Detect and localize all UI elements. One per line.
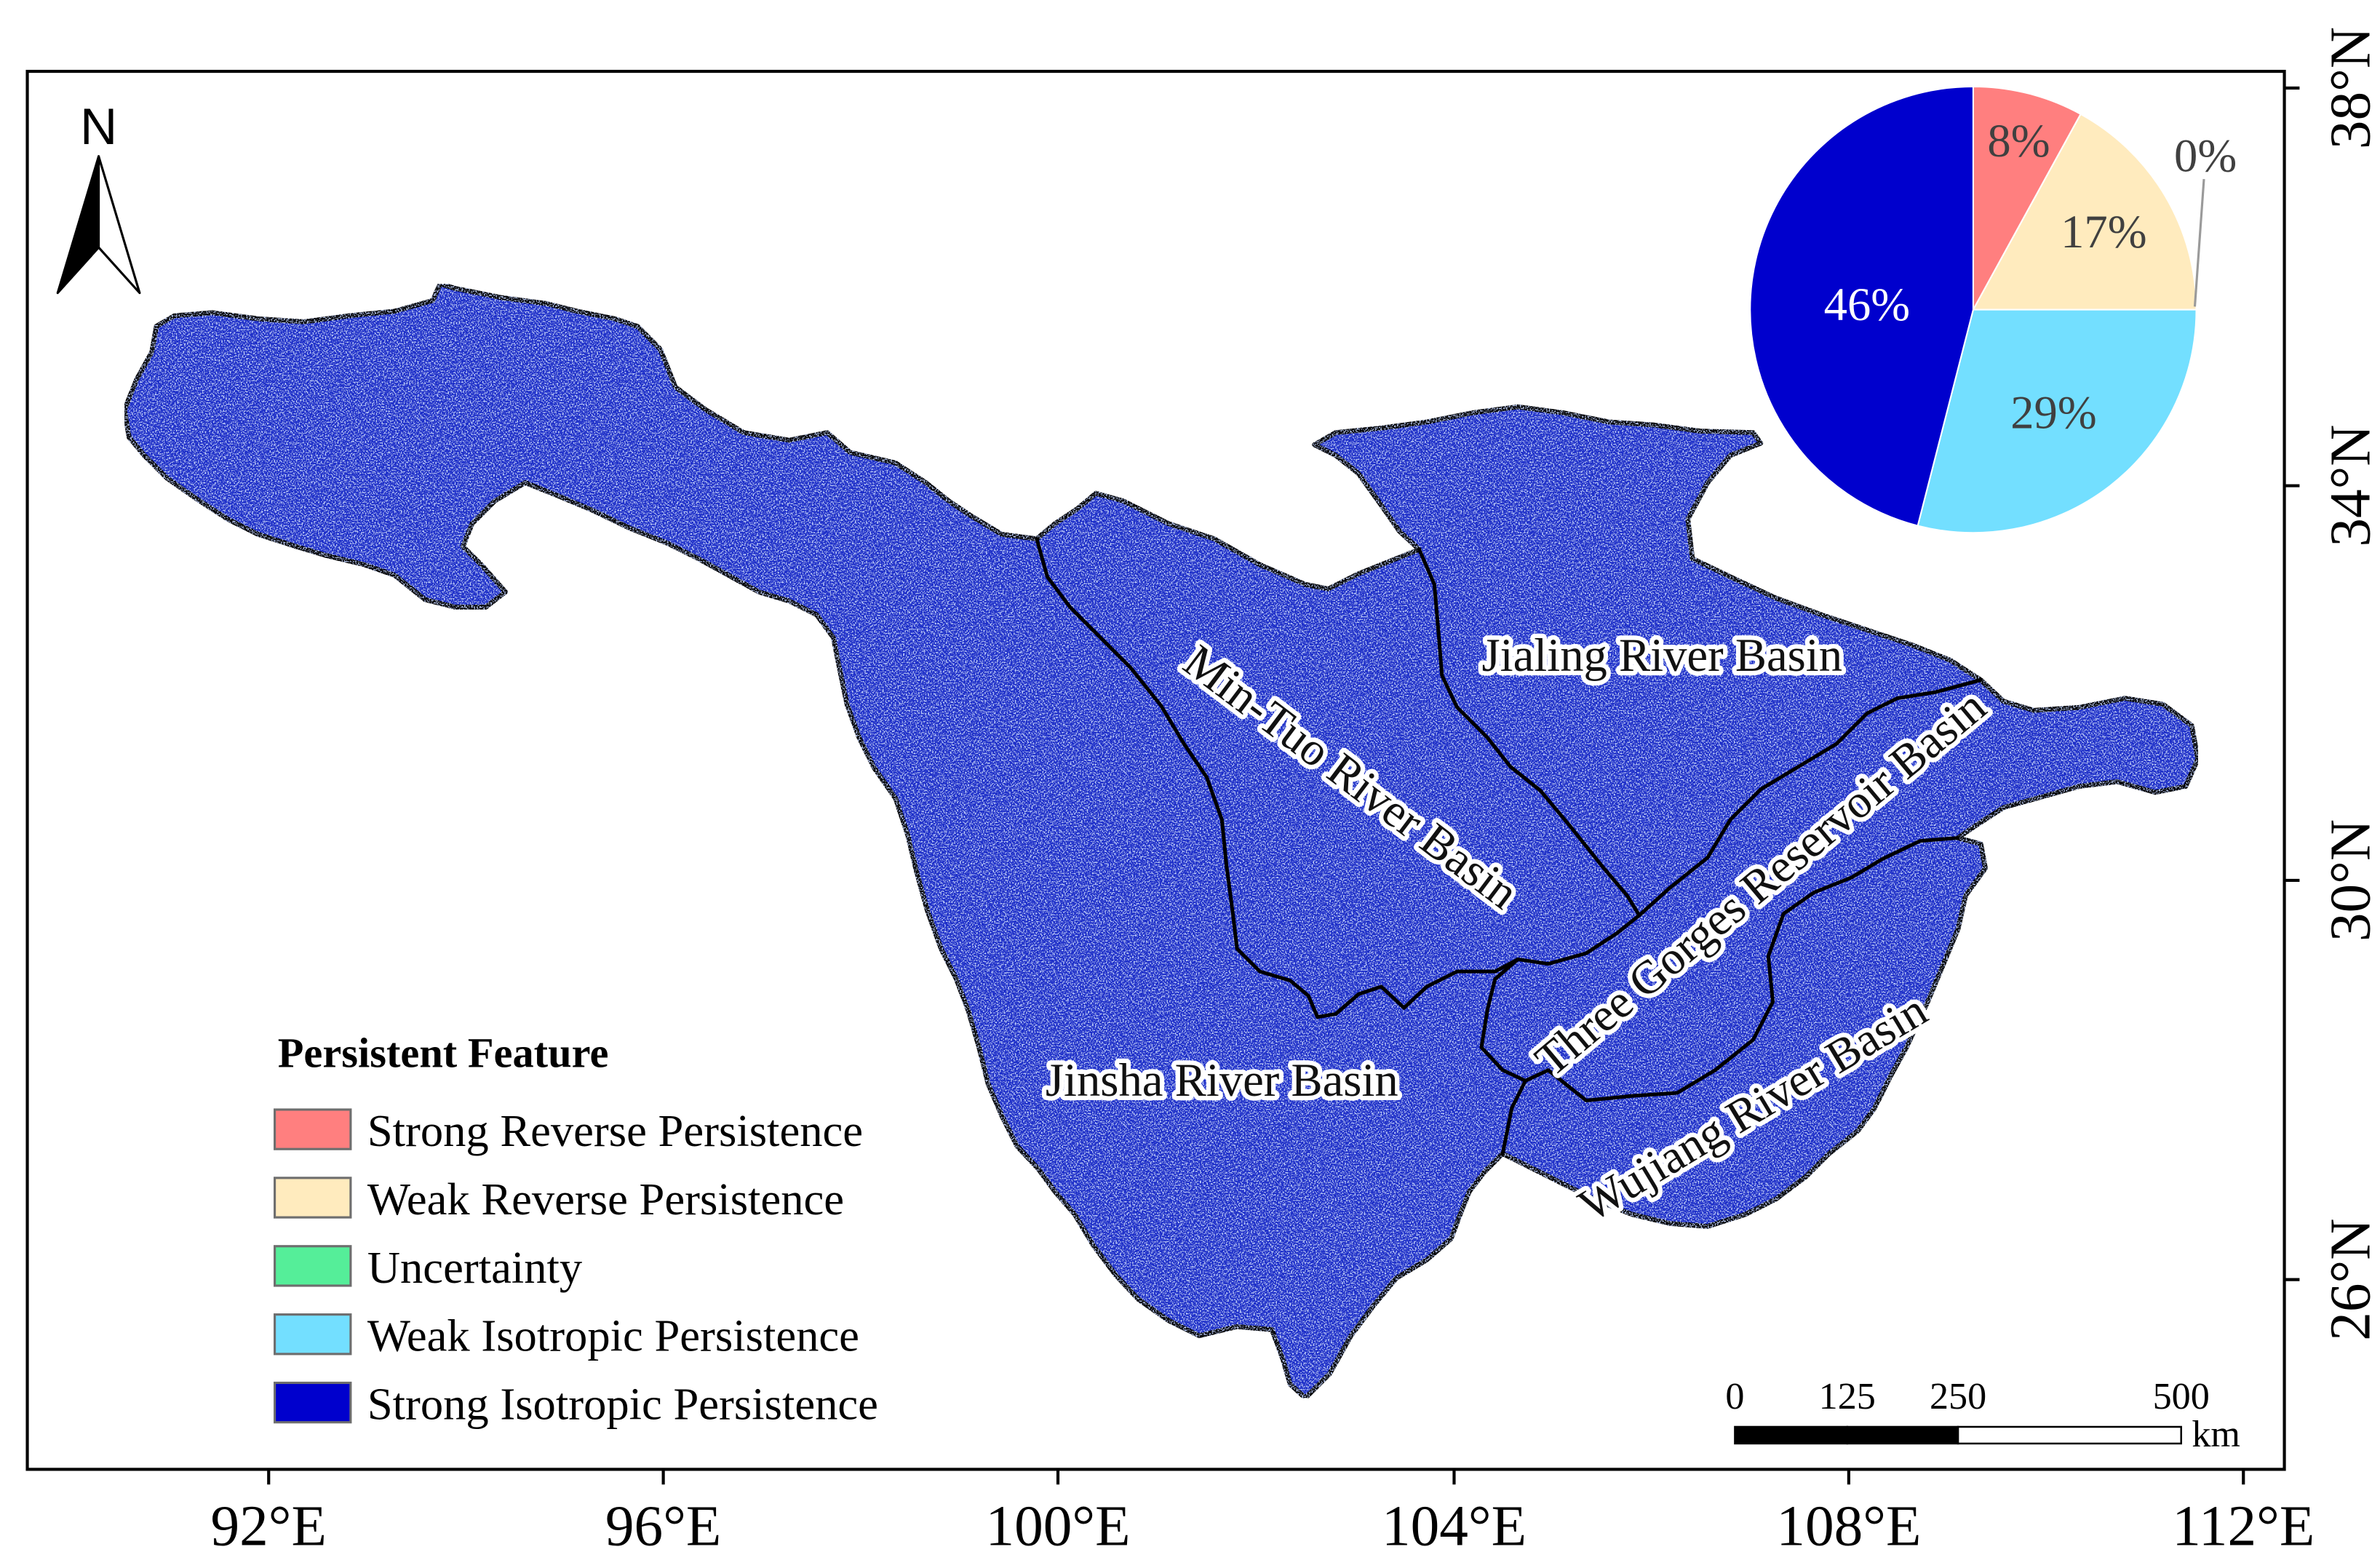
legend-label-strong-isotropic: Strong Isotropic Persistence	[367, 1379, 878, 1430]
legend-label-strong-reverse: Strong Reverse Persistence	[367, 1105, 863, 1156]
boundary-threegorges-wujiang	[1524, 836, 1960, 1102]
boundary-jinsha-threegorges-wujiang	[1479, 957, 1528, 1155]
legend-swatch-uncertainty	[274, 1245, 352, 1287]
legend: Persistent Feature Strong Reverse Persis…	[274, 1030, 878, 1430]
lat-label-38: 38°N	[2318, 27, 2380, 149]
pie-label-weak-reverse: 17%	[2061, 205, 2147, 258]
lon-label-104: 104°E	[1382, 1495, 1527, 1559]
pie-label-strong-isotropic: 46%	[1824, 278, 1911, 330]
scale-bar: 0 125 250 500 km	[1725, 1376, 2240, 1455]
boundary-jinsha-mintuo	[1035, 537, 1641, 1019]
lat-label-34: 34°N	[2318, 424, 2380, 546]
legend-swatch-weak-reverse	[274, 1177, 352, 1219]
pie-slice-strong-reverse-persistence	[1972, 85, 2082, 311]
pie-leader-line-uncertainty	[2193, 179, 2205, 307]
lat-label-30: 30°N	[2318, 819, 2380, 942]
lon-label-96: 96°E	[605, 1495, 721, 1559]
legend-swatch-strong-isotropic	[274, 1381, 352, 1424]
scale-tick-250: 250	[1930, 1376, 1986, 1417]
north-label: N	[80, 98, 117, 156]
north-arrow-dark-half	[56, 155, 100, 295]
scale-segment-250-500	[1957, 1425, 2182, 1445]
legend-label-weak-reverse: Weak Reverse Persistence	[367, 1174, 844, 1225]
pie-label-strong-reverse: 8%	[1987, 114, 2050, 167]
label-jialing-basin: Jialing River Basin	[1481, 629, 1842, 681]
longitude-axis: 92°E 96°E 100°E 104°E 108°E 112°E	[211, 1469, 2315, 1559]
scale-segment-125-250	[1846, 1425, 1959, 1445]
boundary-jialing-threegorges	[1637, 678, 1983, 918]
north-arrow: N	[56, 98, 141, 295]
legend-swatch-weak-isotropic	[274, 1313, 352, 1356]
basin-outline	[122, 281, 2201, 1401]
pie-slice-weak-isotropic-persistence	[1917, 309, 2197, 534]
boundary-mintuo-jialing	[1417, 547, 1641, 918]
scale-tick-500: 500	[2153, 1376, 2210, 1417]
pie-label-weak-isotropic: 29%	[2010, 386, 2097, 438]
scale-tick-0: 0	[1725, 1376, 1744, 1417]
yangtze-basin	[122, 281, 2201, 1401]
legend-label-uncertainty: Uncertainty	[367, 1242, 583, 1293]
map-frame	[25, 69, 2286, 1471]
latitude-axis: 38°N 34°N 30°N 26°N	[2284, 27, 2380, 1341]
legend-title: Persistent Feature	[278, 1030, 609, 1077]
legend-swatch-strong-reverse	[274, 1108, 352, 1150]
legend-label-weak-isotropic: Weak Isotropic Persistence	[367, 1310, 859, 1361]
scale-segment-0-125	[1734, 1425, 1849, 1445]
scale-unit: km	[2192, 1414, 2240, 1455]
pie-label-uncertainty: 0%	[2174, 130, 2237, 182]
label-jinsha-basin: Jinsha River Basin	[1046, 1054, 1398, 1106]
lon-label-112: 112°E	[2172, 1495, 2315, 1559]
lon-label-108: 108°E	[1776, 1495, 1921, 1559]
north-arrow-light-half	[97, 155, 141, 295]
pie-slice-weak-reverse-persistence	[1972, 113, 2197, 311]
lat-label-26: 26°N	[2318, 1219, 2380, 1341]
pie-slice-strong-isotropic-persistence	[1749, 85, 1974, 527]
lon-label-100: 100°E	[986, 1495, 1131, 1559]
scale-tick-125: 125	[1819, 1376, 1876, 1417]
pie-slices	[1749, 85, 2197, 534]
lon-label-92: 92°E	[211, 1495, 327, 1559]
pie-chart: 8% 17% 0% 29% 46%	[1749, 85, 2237, 534]
